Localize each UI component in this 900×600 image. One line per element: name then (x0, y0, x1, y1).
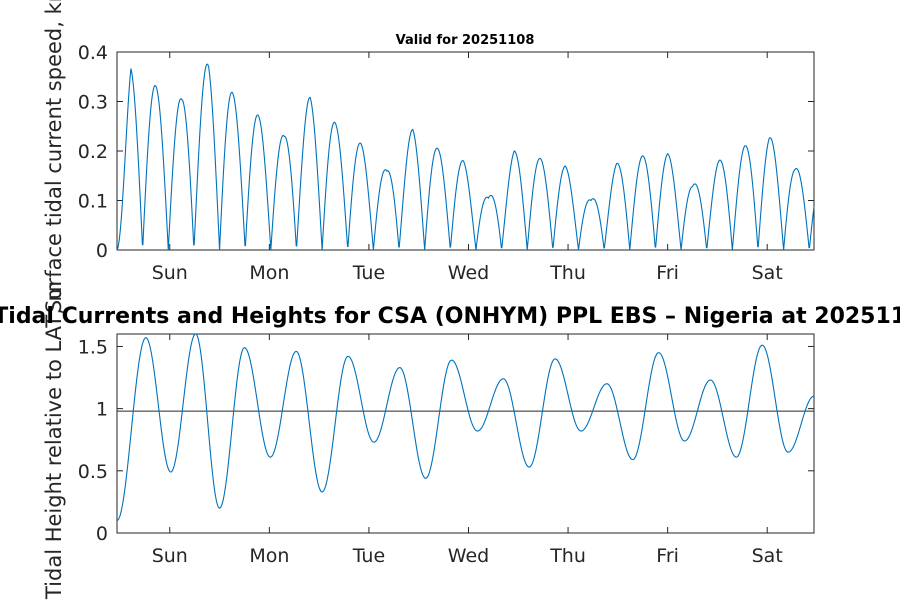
tidal-height-ytick-label: 0 (96, 523, 108, 545)
tidal-height-ytick-label: 1.5 (78, 336, 108, 358)
tidal-height-xtick-label: Sat (752, 545, 783, 567)
current-speed-xtick-label: Mon (249, 262, 289, 284)
figure-title: Tidal Currents and Heights for CSA (ONHY… (0, 304, 900, 329)
current-speed-xtick-label: Thu (549, 262, 586, 284)
current-speed-ytick-label: 0.2 (78, 141, 108, 163)
tidal-height-ytick-label: 1 (96, 399, 108, 421)
current-speed-ytick-label: 0.3 (78, 92, 108, 114)
current-speed-xtick-label: Wed (448, 262, 489, 284)
current-speed-xtick-label: Sun (152, 262, 188, 284)
current-speed-ytick-label: 0.1 (78, 191, 108, 213)
tidal-height-axes: 0 0.5 1 1.5 Sun Mon Tue Wed Thu Fri Sat Tidal Hei… (42, 281, 815, 600)
tidal-height-xtick-label: Fri (656, 545, 679, 567)
current-speed-ylabel: Surface tidal current speed, kn (42, 0, 66, 313)
tidal-height-series-line (116, 333, 815, 522)
current-speed-xtick-label: Sat (752, 262, 783, 284)
current-speed-ytick-label: 0 (96, 240, 108, 262)
current-speed-xtick-label: Tue (352, 262, 385, 284)
tidal-height-xtick-label: Wed (448, 545, 489, 567)
current-speed-axes: Valid for 20251108 Surface tidal current… (42, 0, 815, 313)
current-speed-xticks: Sun Mon Tue Wed Thu Fri Sat (152, 52, 783, 284)
tidal-height-plot-area (116, 333, 815, 534)
tidal-height-xtick-label: Thu (549, 545, 586, 567)
tidal-height-ytick-label: 0.5 (78, 461, 108, 483)
tidal-height-xtick-label: Tue (352, 545, 385, 567)
current-speed-xtick-label: Fri (656, 262, 679, 284)
current-speed-title: Valid for 20251108 (396, 33, 535, 48)
current-speed-yticks: 0 0.1 0.2 0.3 0.4 (78, 42, 814, 262)
current-speed-plot-area (116, 51, 815, 251)
tidal-height-ylabel: Tidal Height relative to LAT, m (42, 281, 66, 600)
tidal-height-yticks: 0 0.5 1 1.5 (78, 336, 814, 545)
tidal-height-xticks: Sun Mon Tue Wed Thu Fri Sat (152, 334, 783, 567)
current-speed-series-line (116, 63, 815, 251)
tidal-height-xtick-label: Sun (152, 545, 188, 567)
current-speed-ytick-label: 0.4 (78, 42, 108, 64)
tidal-height-xtick-label: Mon (249, 545, 289, 567)
